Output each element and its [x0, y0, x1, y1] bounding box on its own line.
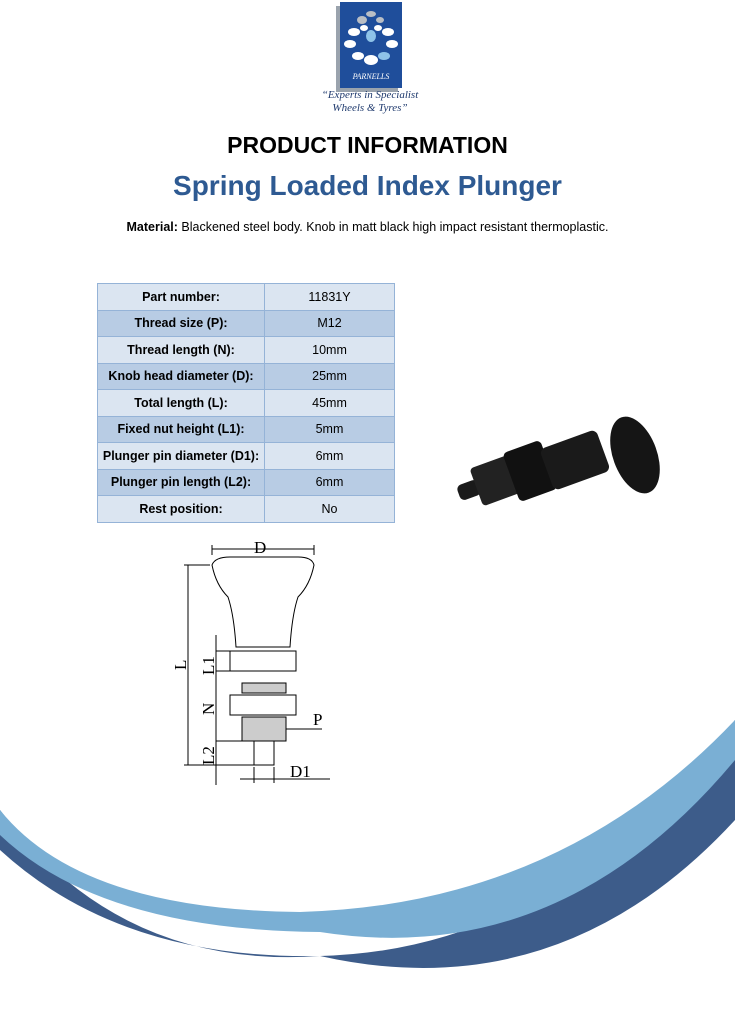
product-photo	[457, 416, 660, 506]
spec-label: Total length (L):	[97, 389, 265, 417]
slogan-line: Wheels & Tyres”	[332, 102, 408, 114]
dimension-diagram: D P D1 L L1 N L2	[171, 538, 330, 785]
spec-label: Part number:	[97, 283, 265, 311]
spec-value: 5mm	[264, 415, 395, 443]
label-p: P	[313, 710, 322, 729]
material-text: Blackened steel body. Knob in matt black…	[177, 220, 609, 234]
product-name: Spring Loaded Index Plunger	[173, 170, 562, 201]
label-n: N	[199, 703, 218, 715]
spec-row: Thread size (P): M12	[97, 309, 395, 337]
swoosh-light	[0, 720, 735, 938]
spec-value: 6mm	[264, 468, 395, 496]
slogan-line: “Experts in Specialist	[321, 89, 419, 101]
swoosh-dark	[0, 720, 735, 968]
label-l1: L1	[199, 656, 218, 675]
parnells-logo	[340, 2, 402, 88]
spec-value: 6mm	[264, 442, 395, 470]
spec-label: Rest position:	[97, 495, 265, 523]
spec-label: Plunger pin length (L2):	[97, 468, 265, 496]
logo-brand: PARNELLS	[352, 72, 390, 81]
spec-label: Plunger pin diameter (D1):	[97, 442, 265, 470]
spec-row: Fixed nut height (L1): 5mm	[97, 415, 395, 443]
spec-value: No	[264, 495, 395, 523]
spec-row: Thread length (N): 10mm	[97, 336, 395, 364]
spec-label: Thread length (N):	[97, 336, 265, 364]
material-label: Material:	[126, 220, 178, 234]
logo-slogan: “Experts in Specialist Wheels & Tyres”	[300, 89, 440, 115]
label-d1: D1	[290, 762, 311, 781]
spec-value: 11831Y	[264, 283, 395, 311]
spec-row: Knob head diameter (D): 25mm	[97, 362, 395, 390]
spec-value: 10mm	[264, 336, 395, 364]
spec-value: 25mm	[264, 362, 395, 390]
wheel-dots-icon	[344, 11, 398, 65]
spec-value: M12	[264, 309, 395, 337]
material-description: Material: Blackened steel body. Knob in …	[0, 220, 735, 234]
spec-table: Part number: 11831Y Thread size (P): M12 Thr…	[97, 283, 395, 523]
spec-row: Plunger pin diameter (D1): 6mm	[97, 442, 395, 470]
spec-row: Total length (L): 45mm	[97, 389, 395, 417]
spec-label: Fixed nut height (L1):	[97, 415, 265, 443]
label-d: D	[254, 538, 266, 557]
spec-label: Thread size (P):	[97, 309, 265, 337]
spec-label: Knob head diameter (D):	[97, 362, 265, 390]
label-l2: L2	[199, 746, 218, 765]
spec-row: Part number: 11831Y	[97, 283, 395, 311]
spec-row: Plunger pin length (L2): 6mm	[97, 468, 395, 496]
decorative-swoosh	[0, 720, 735, 968]
spec-row: Rest position: No	[97, 495, 395, 523]
page-title: PRODUCT INFORMATION	[227, 132, 508, 158]
label-l: L	[171, 660, 190, 670]
spec-value: 45mm	[264, 389, 395, 417]
